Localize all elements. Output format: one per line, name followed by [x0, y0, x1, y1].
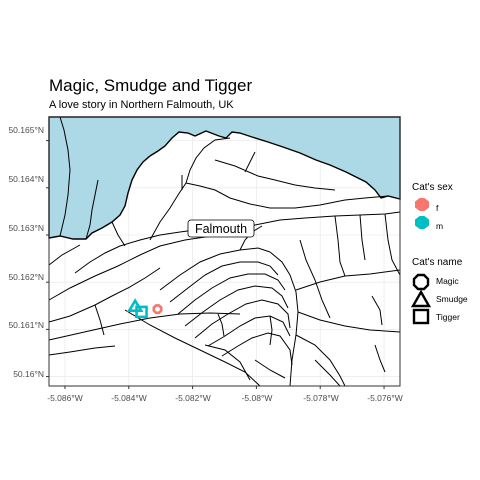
- x-tick-label: -5.082°W: [175, 393, 211, 403]
- square-icon: [412, 308, 430, 325]
- plot-title: Magic, Smudge and Tigger: [49, 76, 253, 95]
- legend-name-label-smudge: Smudge: [436, 294, 468, 304]
- cat-points: [126, 298, 163, 319]
- x-tick-label: -5.08°W: [241, 393, 273, 403]
- x-tick-label: -5.086°W: [47, 393, 83, 403]
- falmouth-label-text: Falmouth: [195, 222, 247, 236]
- falmouth-label: Falmouth: [187, 219, 255, 238]
- legend-sex-label-f: f: [436, 203, 439, 213]
- x-tick-label: -5.078°W: [303, 393, 339, 403]
- sea-area: [48, 116, 401, 240]
- plot-subtitle: A love story in Northern Falmouth, UK: [49, 99, 234, 111]
- legend-female-key: [415, 198, 429, 211]
- panel-border: [48, 116, 401, 387]
- legend-name-title: Cat's name: [412, 257, 463, 268]
- legend-sex-keys: [415, 198, 429, 229]
- y-tick-label: 50.162°N: [8, 272, 44, 282]
- legend-name-label-magic: Magic: [436, 276, 459, 286]
- legend-name-keys: [411, 273, 432, 325]
- octagon-icon: [412, 273, 430, 291]
- legend-sex-title: Cat's sex: [412, 182, 453, 193]
- road-network: [48, 116, 401, 387]
- y-tick-label: 50.163°N: [8, 223, 44, 233]
- y-tick-label: 50.165°N: [8, 125, 44, 135]
- legend-name-label-tigger: Tigger: [436, 312, 460, 322]
- cat-point-tigger: [135, 305, 148, 319]
- y-tick-label: 50.164°N: [8, 174, 44, 184]
- cat-point-magic: [152, 304, 163, 315]
- x-tick-label: -5.084°W: [111, 393, 147, 403]
- x-tick-marks: [64, 386, 385, 389]
- y-tick-label: 50.16°N: [13, 369, 44, 379]
- y-tick-label: 50.161°N: [8, 320, 44, 330]
- x-tick-label: -5.076°W: [367, 393, 403, 403]
- triangle-icon: [411, 289, 432, 308]
- legend-male-key: [415, 216, 429, 229]
- y-tick-marks: [46, 140, 49, 378]
- legend-sex-label-m: m: [436, 221, 444, 231]
